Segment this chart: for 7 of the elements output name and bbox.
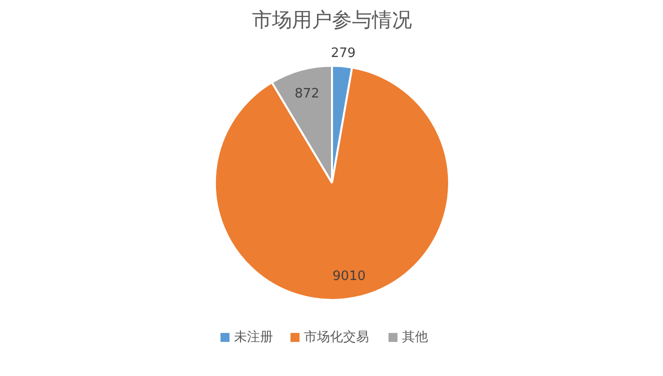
- legend-label: 未注册: [234, 330, 273, 345]
- legend-label: 其他: [402, 330, 428, 345]
- data-label: 872: [294, 86, 320, 102]
- legend-label: 市场化交易: [304, 328, 369, 345]
- chart-title: 市场用户参与情况: [252, 8, 412, 32]
- data-label: 9010: [332, 268, 366, 284]
- data-label: 279: [330, 46, 356, 62]
